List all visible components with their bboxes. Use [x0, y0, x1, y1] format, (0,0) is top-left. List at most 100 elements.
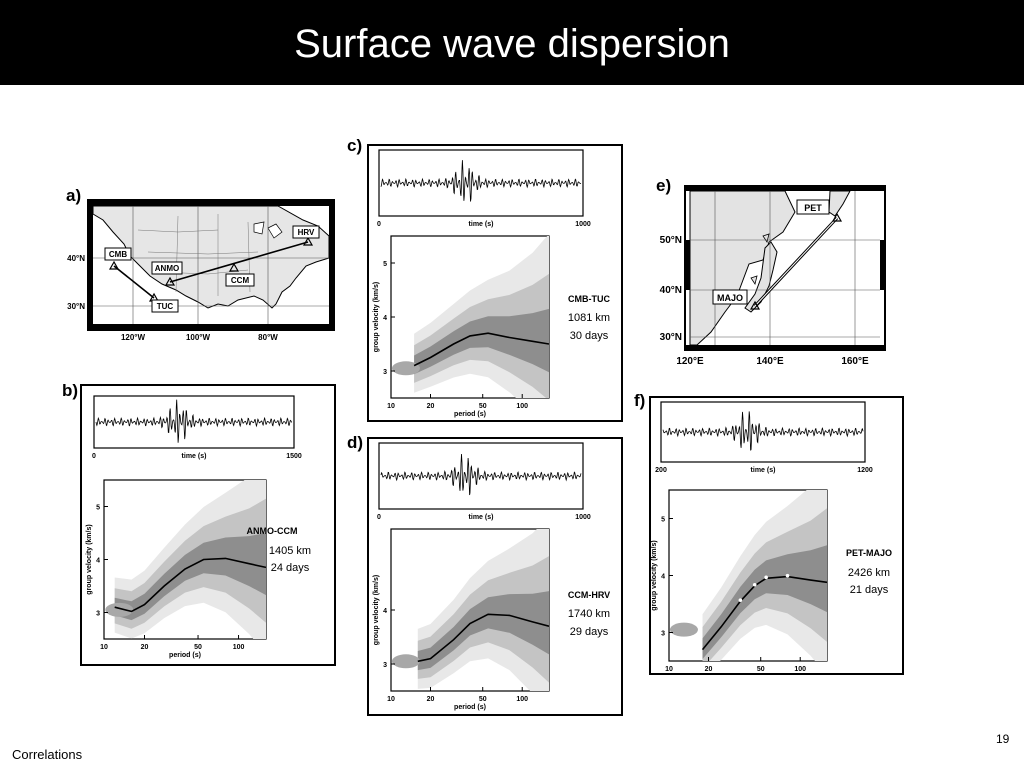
x-axis-label: period (s)	[169, 652, 201, 659]
x-tick-label: 20	[705, 666, 713, 673]
seismogram-axis-label: time (s)	[182, 453, 207, 460]
seismogram-tick-label: 0	[377, 514, 381, 521]
dispersion-curve	[114, 557, 266, 613]
seismogram-tick-label: 1500	[286, 453, 302, 460]
x-axis-label: period (s)	[454, 411, 486, 418]
y-tick-label: 3	[383, 662, 387, 669]
energy-patch	[391, 654, 420, 669]
energy-patch	[669, 622, 698, 637]
station-label: MAJO	[717, 293, 743, 303]
seismogram-tick-label: 1200	[857, 467, 873, 474]
x-tick-label: 100	[233, 644, 245, 651]
x-tick-label: 100	[516, 696, 528, 703]
station-label: HRV	[298, 228, 315, 237]
panel-d-label: d)	[347, 433, 364, 452]
energy-band	[417, 591, 549, 671]
y-axis-label: group velocity (km/s)	[373, 575, 380, 645]
y-tick-label: 3	[383, 369, 387, 376]
distance-label: 1740 km	[568, 608, 610, 620]
seismogram-axis-label: time (s)	[469, 514, 494, 521]
station-label: CCM	[231, 276, 250, 285]
lon-label: 100°W	[186, 333, 211, 342]
x-tick-label: 50	[194, 644, 202, 651]
panel-e-label: e)	[656, 176, 672, 195]
energy-band	[414, 308, 549, 375]
x-tick-label: 20	[141, 644, 149, 651]
y-tick-label: 4	[383, 608, 387, 615]
measurement-point	[764, 575, 768, 580]
y-axis-label: group velocity (km/s)	[651, 540, 658, 610]
x-tick-label: 50	[479, 403, 487, 410]
energy-band	[702, 545, 827, 660]
seismogram-tick-label: 1000	[575, 514, 591, 521]
duration-label: 30 days	[570, 330, 609, 342]
x-axis-label: period (s)	[454, 704, 486, 711]
duration-label: 21 days	[850, 584, 889, 596]
dispersion-curve	[701, 575, 827, 651]
measurement-point	[785, 573, 790, 578]
panel-a-label: a)	[66, 186, 82, 205]
seismogram-trace	[662, 411, 864, 451]
y-tick-label: 4	[96, 558, 100, 565]
station-pair-label: CCM-HRV	[568, 590, 610, 600]
seismogram-trace	[380, 453, 582, 496]
x-tick-label: 10	[665, 666, 673, 673]
x-tick-label: 20	[427, 696, 435, 703]
seismogram-tick-label: 1000	[575, 221, 591, 228]
panel-d-figure: 0 time (s) 1000 10 20 50 100 period (s) 4 3 group …	[373, 442, 610, 711]
lat-label: 40°N	[660, 285, 682, 296]
station-label: PET	[804, 203, 822, 213]
station-label: CMB	[109, 250, 127, 259]
panel-f-label: f)	[634, 391, 646, 410]
station-pair-label: ANMO-CCM	[247, 526, 298, 536]
x-tick-label: 10	[100, 644, 108, 651]
panel-c-figure: 0 time (s) 1000 10 20 50 100 period (s) 5 4 3 group…	[373, 149, 610, 418]
distance-label: 1081 km	[568, 312, 610, 324]
station-pair-label: CMB-TUC	[568, 294, 610, 304]
seismogram-axis-label: time (s)	[751, 467, 776, 474]
lon-label: 160°E	[841, 356, 869, 367]
slide-title: Surface wave dispersion	[294, 22, 730, 66]
lat-label: 30°N	[67, 302, 85, 311]
x-tick-label: 10	[387, 403, 395, 410]
x-tick-label: 50	[757, 666, 765, 673]
energy-patch	[105, 602, 134, 617]
dispersion-curve	[417, 613, 549, 663]
y-tick-label: 5	[96, 505, 100, 512]
dispersion-curve	[413, 332, 549, 367]
x-tick-label: 100	[794, 666, 806, 673]
energy-patch	[391, 361, 420, 376]
lon-label: 140°E	[756, 356, 784, 367]
seismogram-trace	[95, 399, 293, 443]
station-label: ANMO	[155, 264, 179, 273]
lon-label: 120°W	[121, 333, 146, 342]
seismogram-axis-label: time (s)	[469, 221, 494, 228]
distance-label: 1405 km	[269, 545, 311, 557]
panel-b-label: b)	[62, 381, 79, 400]
lat-label: 40°N	[67, 254, 85, 263]
title-bar	[0, 0, 1024, 85]
lon-label: 120°E	[676, 356, 704, 367]
lat-label: 30°N	[660, 332, 682, 343]
x-tick-label: 20	[427, 403, 435, 410]
seismogram-tick-label: 0	[377, 221, 381, 228]
y-axis-label: group velocity (km/s)	[86, 524, 93, 594]
y-axis-label: group velocity (km/s)	[373, 282, 380, 352]
map-e: PET MAJO 50°N 40°N 30°N 120°E 140°E 160°…	[660, 185, 886, 367]
page-number: 19	[996, 732, 1010, 746]
x-axis-label: period (s)	[732, 674, 764, 675]
y-tick-label: 5	[383, 261, 387, 268]
duration-label: 29 days	[570, 626, 609, 638]
seismogram-trace	[380, 160, 582, 202]
x-tick-label: 10	[387, 696, 395, 703]
seismogram-tick-label: 200	[655, 467, 667, 474]
x-tick-label: 100	[516, 403, 528, 410]
footer-text: Correlations	[12, 747, 83, 762]
measurement-point	[752, 582, 757, 587]
y-tick-label: 3	[96, 611, 100, 618]
station-pair-label: PET-MAJO	[846, 548, 892, 558]
seismogram-tick-label: 0	[92, 453, 96, 460]
lon-label: 80°W	[258, 333, 278, 342]
panel-c-label: c)	[347, 136, 363, 155]
x-tick-label: 50	[479, 696, 487, 703]
